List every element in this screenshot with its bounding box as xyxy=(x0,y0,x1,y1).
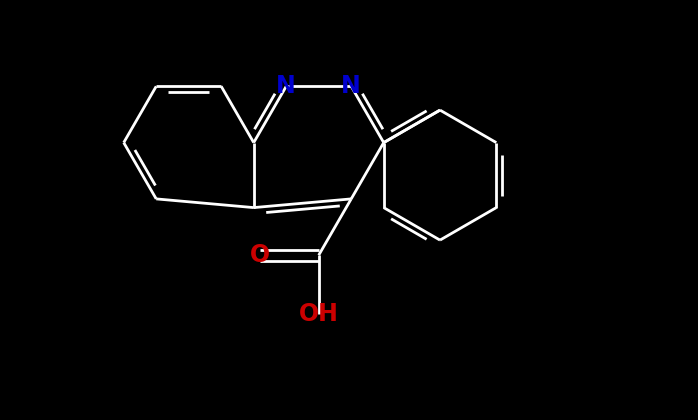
Text: N: N xyxy=(341,74,361,98)
Text: O: O xyxy=(250,243,270,267)
Text: N: N xyxy=(276,74,296,98)
Text: OH: OH xyxy=(299,302,339,326)
